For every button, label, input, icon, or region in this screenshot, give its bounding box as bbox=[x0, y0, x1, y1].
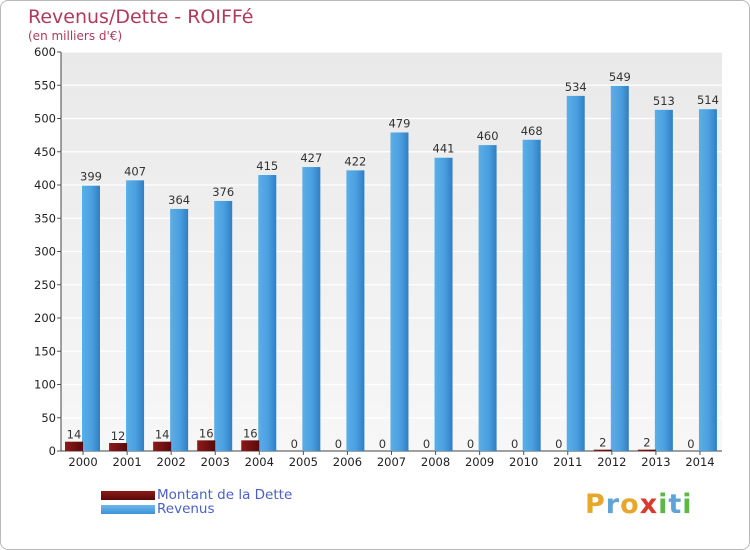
y-tick-label: 150 bbox=[34, 344, 56, 358]
y-tick-label: 0 bbox=[49, 444, 56, 458]
proxiti-logo-letter: o bbox=[620, 489, 640, 520]
value-label-revenus: 468 bbox=[521, 124, 543, 138]
value-label-dette: 0 bbox=[291, 437, 298, 451]
proxiti-logo-letter: t bbox=[668, 489, 683, 520]
value-label-dette: 12 bbox=[111, 429, 126, 443]
y-tick-label: 50 bbox=[41, 411, 56, 425]
y-tick-label: 350 bbox=[34, 211, 56, 225]
value-label-revenus: 479 bbox=[388, 116, 410, 130]
y-tick-label: 200 bbox=[34, 311, 56, 325]
value-label-revenus: 427 bbox=[300, 151, 322, 165]
y-tick-label: 600 bbox=[34, 45, 56, 59]
bar-revenus bbox=[126, 180, 145, 451]
bar-revenus bbox=[566, 95, 585, 451]
bar-revenus bbox=[302, 167, 321, 452]
x-tick-label: 2014 bbox=[685, 455, 714, 469]
proxiti-logo: Proxiti bbox=[585, 489, 693, 520]
x-tick-label: 2013 bbox=[641, 455, 670, 469]
bar-revenus bbox=[346, 170, 365, 451]
bar-dette bbox=[197, 440, 216, 451]
x-tick-label: 2002 bbox=[157, 455, 186, 469]
bar-dette bbox=[109, 443, 128, 451]
legend-swatch-dette bbox=[101, 490, 155, 500]
x-tick-label: 2001 bbox=[112, 455, 141, 469]
value-label-revenus: 441 bbox=[433, 142, 455, 156]
proxiti-logo-letter: i bbox=[682, 489, 693, 520]
x-tick-label: 2003 bbox=[201, 455, 230, 469]
x-tick-label: 2011 bbox=[553, 455, 582, 469]
value-label-revenus: 415 bbox=[256, 159, 278, 173]
proxiti-logo-letter: P bbox=[585, 489, 606, 520]
bar-dette bbox=[153, 441, 172, 451]
x-tick-label: 2012 bbox=[597, 455, 626, 469]
bar-dette bbox=[637, 449, 656, 451]
value-label-revenus: 549 bbox=[609, 70, 631, 84]
value-label-dette: 14 bbox=[155, 428, 170, 442]
value-label-revenus: 364 bbox=[168, 193, 190, 207]
y-tick-label: 100 bbox=[34, 378, 56, 392]
bar-dette bbox=[65, 441, 83, 451]
value-label-dette: 14 bbox=[67, 428, 82, 442]
bar-revenus bbox=[698, 109, 717, 451]
x-tick-label: 2007 bbox=[377, 455, 406, 469]
bar-revenus bbox=[214, 200, 233, 451]
bar-revenus bbox=[82, 185, 100, 452]
legend-swatch-revenus bbox=[101, 504, 155, 514]
legend-label-revenus: Revenus bbox=[157, 501, 215, 517]
x-tick-label: 2000 bbox=[68, 455, 97, 469]
value-label-dette: 0 bbox=[687, 437, 694, 451]
y-tick-label: 450 bbox=[34, 145, 56, 159]
bar-revenus bbox=[390, 132, 409, 451]
x-tick-label: 2008 bbox=[421, 455, 450, 469]
value-label-revenus: 513 bbox=[653, 94, 675, 108]
legend-item-dette: Montant de la Dette bbox=[101, 487, 293, 503]
bar-revenus bbox=[434, 157, 453, 452]
y-tick-label: 250 bbox=[34, 278, 56, 292]
x-tick-label: 2004 bbox=[245, 455, 274, 469]
x-tick-label: 2009 bbox=[465, 455, 494, 469]
proxiti-logo-letter: r bbox=[605, 489, 621, 520]
proxiti-logo-letter: x bbox=[639, 489, 659, 520]
bar-revenus bbox=[654, 109, 673, 451]
bar-revenus bbox=[610, 85, 629, 451]
legend-item-revenus: Revenus bbox=[101, 501, 215, 517]
bar-revenus bbox=[478, 145, 497, 451]
chart-title: Revenus/Dette - ROIFFé bbox=[28, 6, 254, 28]
value-label-dette: 0 bbox=[335, 437, 342, 451]
bar-revenus bbox=[258, 175, 277, 451]
value-label-revenus: 514 bbox=[697, 93, 719, 107]
bar-revenus bbox=[170, 208, 189, 451]
proxiti-logo-letter: i bbox=[658, 489, 669, 520]
y-tick-label: 550 bbox=[34, 78, 56, 92]
x-tick-label: 2005 bbox=[289, 455, 318, 469]
legend-label-dette: Montant de la Dette bbox=[157, 487, 293, 503]
value-label-dette: 2 bbox=[599, 436, 606, 450]
value-label-dette: 16 bbox=[199, 426, 214, 440]
x-tick-label: 2010 bbox=[509, 455, 538, 469]
value-label-dette: 0 bbox=[467, 437, 474, 451]
bar-revenus bbox=[522, 139, 541, 451]
value-label-dette: 16 bbox=[243, 426, 258, 440]
y-tick-label: 500 bbox=[34, 112, 56, 126]
value-label-dette: 2 bbox=[643, 436, 650, 450]
bar-dette bbox=[593, 449, 612, 451]
value-label-revenus: 534 bbox=[565, 80, 587, 94]
value-label-revenus: 399 bbox=[80, 170, 102, 184]
value-label-dette: 0 bbox=[511, 437, 518, 451]
value-label-revenus: 460 bbox=[477, 129, 499, 143]
x-tick-label: 2006 bbox=[333, 455, 362, 469]
y-tick-label: 300 bbox=[34, 245, 56, 259]
value-label-revenus: 407 bbox=[124, 164, 146, 178]
bar-dette bbox=[241, 440, 260, 451]
value-label-revenus: 376 bbox=[212, 185, 234, 199]
value-label-revenus: 422 bbox=[344, 154, 366, 168]
value-label-dette: 0 bbox=[379, 437, 386, 451]
value-label-dette: 0 bbox=[423, 437, 430, 451]
y-tick-label: 400 bbox=[34, 178, 56, 192]
chart-subtitle: (en milliers d'€) bbox=[28, 29, 123, 43]
value-label-dette: 0 bbox=[555, 437, 562, 451]
